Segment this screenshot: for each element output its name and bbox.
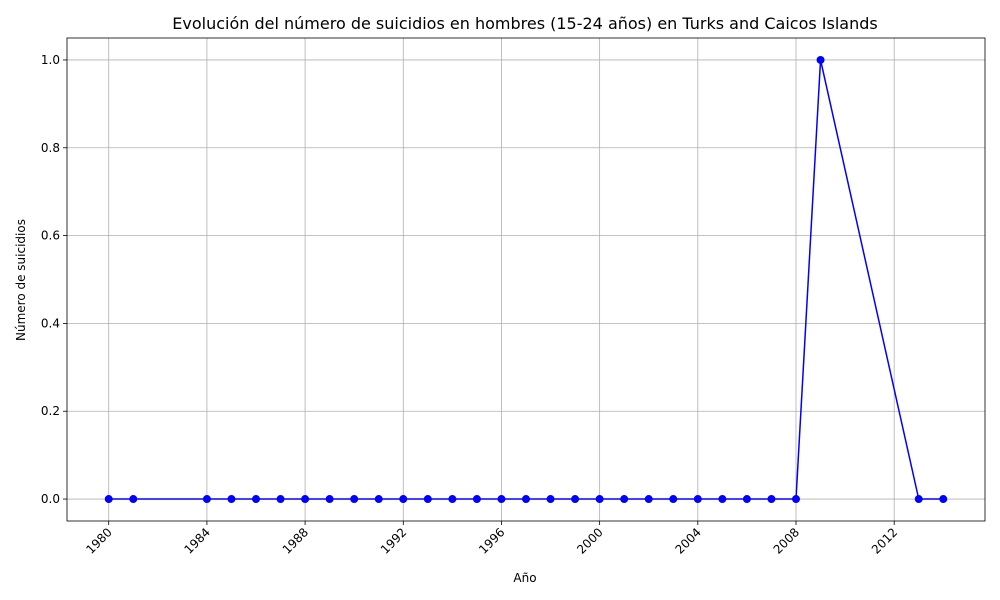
- data-point: [792, 495, 800, 504]
- grid: [67, 38, 985, 521]
- data-point: [914, 495, 923, 504]
- data-series: [104, 55, 948, 504]
- data-point: [276, 495, 285, 504]
- data-point: [399, 495, 408, 504]
- data-point: [252, 495, 260, 504]
- data-point: [227, 495, 236, 504]
- x-tick-label: 1980: [83, 525, 114, 556]
- x-tick-label: 2008: [771, 525, 802, 556]
- y-axis-label: Número de suicidios: [14, 219, 28, 341]
- data-point: [816, 55, 825, 64]
- x-tick-label: 1996: [476, 525, 507, 556]
- y-tick-label: 0.2: [41, 404, 60, 418]
- x-tick-label: 1992: [378, 525, 409, 556]
- data-point: [129, 495, 138, 504]
- data-point: [644, 495, 653, 504]
- series-line: [108, 59, 944, 500]
- data-point: [620, 495, 629, 504]
- x-tick-label: 2004: [672, 525, 703, 556]
- data-point: [718, 495, 727, 504]
- data-point: [522, 495, 530, 504]
- data-point: [939, 495, 948, 504]
- x-tick-label: 1988: [280, 525, 311, 556]
- data-point: [202, 495, 211, 504]
- x-tick-label: 1984: [182, 525, 213, 556]
- y-tick-label: 0.6: [41, 229, 60, 243]
- axes: 1980 1984 1988 1992 1996 2000 2004 2008 2012 0.0 0…: [41, 37, 986, 557]
- data-point: [448, 495, 457, 504]
- data-point: [325, 495, 334, 504]
- data-point: [546, 495, 555, 504]
- data-point: [497, 495, 506, 504]
- y-tick-label: 0.8: [41, 141, 60, 155]
- data-point: [742, 495, 751, 504]
- x-tick-label: 2000: [574, 525, 605, 556]
- y-tick-label: 0.0: [41, 492, 60, 506]
- data-point: [693, 495, 702, 504]
- data-point: [374, 495, 383, 504]
- data-point: [571, 495, 580, 504]
- data-point: [767, 495, 776, 504]
- data-point: [104, 495, 113, 504]
- y-tick-label: 1.0: [41, 53, 60, 67]
- data-point: [350, 495, 359, 504]
- y-tick-label: 0.4: [41, 316, 60, 330]
- x-tick-label: 2012: [869, 525, 900, 556]
- data-point: [472, 495, 481, 504]
- data-point: [301, 495, 310, 504]
- chart-title: Evolución del número de suicidios en hom…: [172, 14, 877, 33]
- x-axis-label: Año: [513, 571, 536, 585]
- plot-frame: [66, 37, 986, 522]
- data-point: [669, 495, 678, 504]
- data-point: [423, 495, 432, 504]
- data-point: [595, 495, 604, 504]
